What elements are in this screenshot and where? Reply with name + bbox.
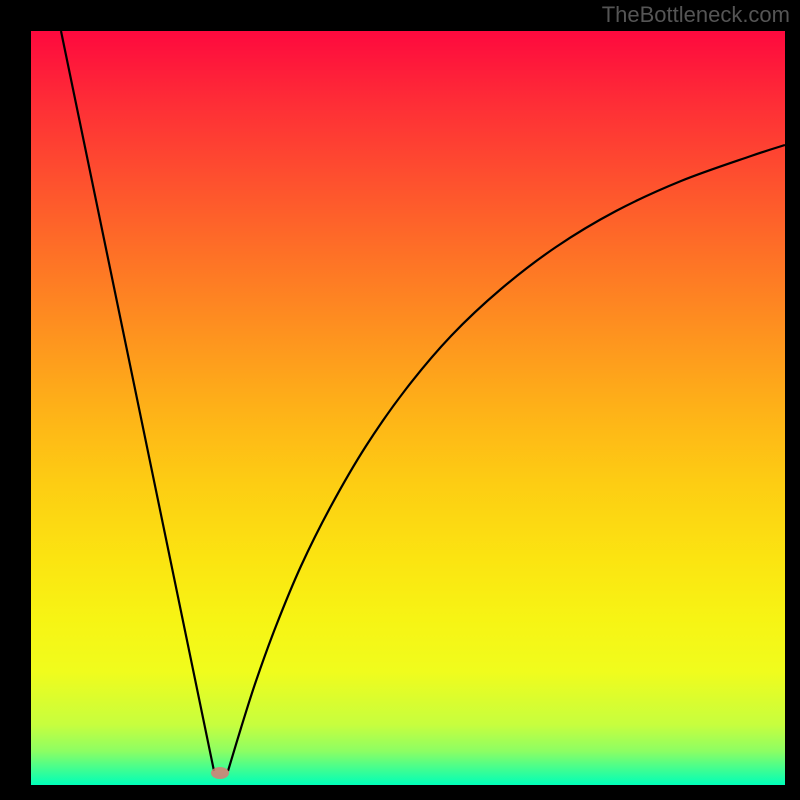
plot-area — [31, 31, 785, 785]
chart-svg — [31, 31, 785, 785]
chart-frame: TheBottleneck.com — [0, 0, 800, 800]
watermark-text: TheBottleneck.com — [602, 2, 790, 28]
minimum-marker — [211, 767, 229, 779]
gradient-background — [31, 31, 785, 785]
